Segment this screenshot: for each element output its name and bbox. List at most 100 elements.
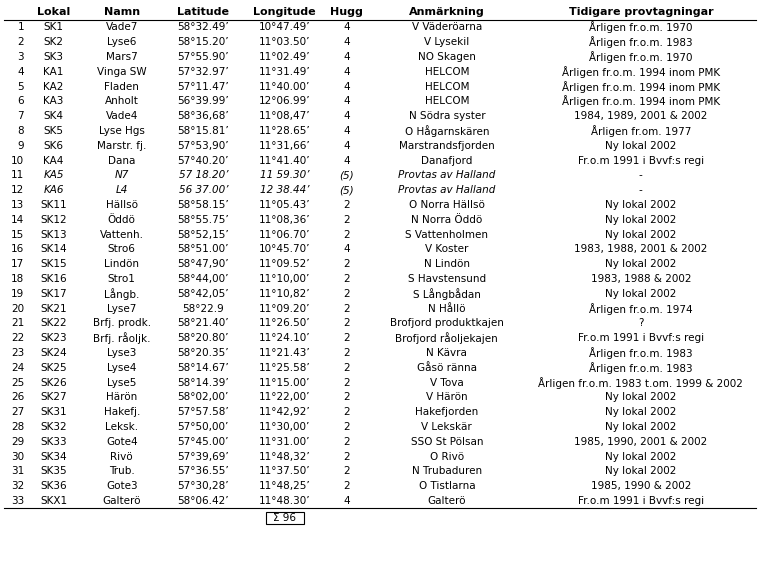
Text: 8: 8 (17, 126, 24, 136)
Text: KA2: KA2 (43, 82, 64, 92)
Text: 58°36,68’: 58°36,68’ (177, 111, 230, 121)
Text: 11°31.49’: 11°31.49’ (259, 67, 311, 77)
Text: 2: 2 (344, 422, 350, 432)
Text: SK34: SK34 (40, 452, 67, 462)
Text: Öddö: Öddö (108, 215, 136, 225)
Text: 57°11.47’: 57°11.47’ (177, 82, 230, 92)
Text: 11°02.49’: 11°02.49’ (259, 52, 311, 62)
Text: Lindön: Lindön (104, 259, 139, 269)
Text: 58°20.80’: 58°20.80’ (178, 333, 229, 343)
Text: 20: 20 (11, 304, 24, 313)
Text: SK31: SK31 (40, 407, 67, 417)
Text: 11°26.50’: 11°26.50’ (259, 319, 311, 328)
Text: Lyse Hgs: Lyse Hgs (99, 126, 144, 136)
Text: 58°02,00’: 58°02,00’ (178, 392, 229, 402)
Text: 2: 2 (344, 215, 350, 225)
Text: 27: 27 (11, 407, 24, 417)
Text: 4: 4 (344, 156, 350, 166)
Text: 4: 4 (344, 22, 350, 33)
Text: 1985, 1990, 2001 & 2002: 1985, 1990, 2001 & 2002 (575, 437, 708, 447)
Text: 4: 4 (344, 52, 350, 62)
Text: 17: 17 (11, 259, 24, 269)
Text: SK17: SK17 (40, 289, 67, 299)
Text: Longitude: Longitude (254, 7, 316, 17)
Text: 58°44,00’: 58°44,00’ (178, 274, 229, 284)
Text: Årligen fr.om. 1977: Årligen fr.om. 1977 (591, 125, 691, 137)
Text: Årligen fr.o.m. 1994 inom PMK: Årligen fr.o.m. 1994 inom PMK (562, 96, 720, 108)
Text: N Norra Öddö: N Norra Öddö (411, 215, 483, 225)
Text: 10°45.70’: 10°45.70’ (259, 244, 311, 255)
Text: 11°30,00’: 11°30,00’ (259, 422, 311, 432)
Text: 33: 33 (11, 496, 24, 506)
Text: SK27: SK27 (40, 392, 67, 402)
Text: Σ 96: Σ 96 (274, 513, 296, 523)
Text: 58°20.35’: 58°20.35’ (178, 348, 229, 358)
Text: 58°47,90’: 58°47,90’ (178, 259, 229, 269)
Text: N Lindön: N Lindön (424, 259, 470, 269)
Text: Årligen fr.o.m. 1983: Årligen fr.o.m. 1983 (589, 36, 692, 48)
Text: Fr.o.m 1991 i Bvvf:s regi: Fr.o.m 1991 i Bvvf:s regi (578, 496, 704, 506)
Text: 2: 2 (344, 319, 350, 328)
Text: 23: 23 (11, 348, 24, 358)
Text: SK25: SK25 (40, 363, 67, 373)
Text: Hugg: Hugg (331, 7, 363, 17)
Text: 57 18.20’: 57 18.20’ (179, 170, 228, 180)
Text: Lyse4: Lyse4 (107, 363, 137, 373)
Text: Ny lokal 2002: Ny lokal 2002 (605, 141, 676, 151)
Text: 58°15.20’: 58°15.20’ (178, 37, 229, 47)
Text: 11°09.20’: 11°09.20’ (259, 304, 311, 313)
Text: HELCOM: HELCOM (425, 97, 469, 106)
Text: 11°42,92’: 11°42,92’ (259, 407, 311, 417)
Text: 4: 4 (17, 67, 24, 77)
Text: V Tova: V Tova (430, 378, 464, 388)
Text: 10: 10 (11, 156, 24, 166)
Text: 11°03.50’: 11°03.50’ (259, 37, 311, 47)
Text: KA4: KA4 (43, 156, 64, 166)
Text: 11: 11 (11, 170, 24, 180)
Text: 58°06.42’: 58°06.42’ (178, 496, 229, 506)
Text: Ny lokal 2002: Ny lokal 2002 (605, 392, 676, 402)
Text: 11°37.50’: 11°37.50’ (259, 466, 311, 476)
Text: 4: 4 (344, 82, 350, 92)
Text: (5): (5) (340, 170, 354, 180)
Text: O Tistlarna: O Tistlarna (419, 481, 475, 491)
Text: Årligen fr.o.m. 1974: Årligen fr.o.m. 1974 (589, 303, 692, 315)
Text: -: - (639, 170, 643, 180)
Text: Lyse7: Lyse7 (107, 304, 137, 313)
Text: 4: 4 (344, 37, 350, 47)
Text: 10°47.49’: 10°47.49’ (259, 22, 311, 33)
Text: 5: 5 (17, 82, 24, 92)
Text: Hällsö: Hällsö (106, 200, 138, 210)
Text: 57°45.00’: 57°45.00’ (178, 437, 229, 447)
Text: Galterö: Galterö (103, 496, 141, 506)
Text: 57°55.90’: 57°55.90’ (178, 52, 229, 62)
Text: 19: 19 (11, 289, 24, 299)
Text: V Lekskär: V Lekskär (422, 422, 472, 432)
Text: SK21: SK21 (40, 304, 67, 313)
Text: SK5: SK5 (43, 126, 64, 136)
Text: 4: 4 (344, 67, 350, 77)
Text: 11°48,32’: 11°48,32’ (259, 452, 311, 462)
Text: 11°31,66’: 11°31,66’ (259, 141, 311, 151)
Text: 58°14.67’: 58°14.67’ (177, 363, 230, 373)
Text: N7: N7 (115, 170, 129, 180)
Text: (5): (5) (340, 185, 354, 195)
Text: Årligen fr.o.m. 1983 t.om. 1999 & 2002: Årligen fr.o.m. 1983 t.om. 1999 & 2002 (538, 376, 743, 388)
Text: SK26: SK26 (40, 378, 67, 388)
Text: 11°25.58’: 11°25.58’ (259, 363, 311, 373)
Text: SK35: SK35 (40, 466, 67, 476)
Text: NO Skagen: NO Skagen (418, 52, 476, 62)
Text: 2: 2 (344, 378, 350, 388)
Text: Provtas av Halland: Provtas av Halland (398, 185, 496, 195)
Text: 2: 2 (344, 304, 350, 313)
Text: SK23: SK23 (40, 333, 67, 343)
Text: 2: 2 (344, 437, 350, 447)
Text: HELCOM: HELCOM (425, 67, 469, 77)
Text: 14: 14 (11, 215, 24, 225)
Text: Ny lokal 2002: Ny lokal 2002 (605, 229, 676, 240)
Text: 7: 7 (17, 111, 24, 121)
Text: 11°48.30’: 11°48.30’ (259, 496, 311, 506)
Text: 12: 12 (11, 185, 24, 195)
Text: Stro6: Stro6 (108, 244, 136, 255)
Text: 1983, 1988, 2001 & 2002: 1983, 1988, 2001 & 2002 (574, 244, 708, 255)
